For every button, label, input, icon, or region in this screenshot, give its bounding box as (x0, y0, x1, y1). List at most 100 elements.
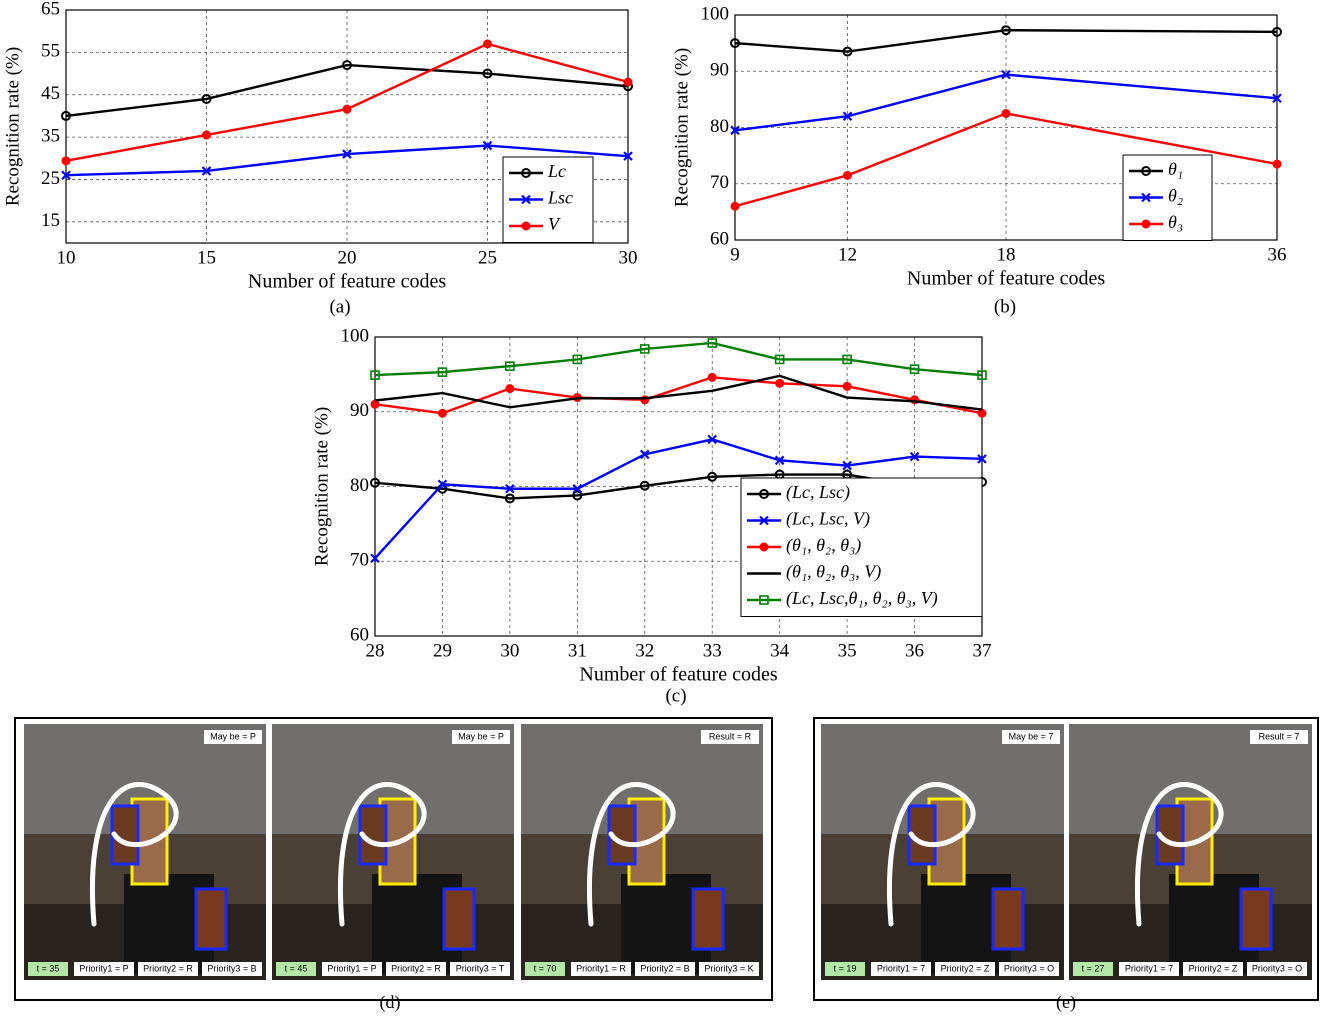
x-tick-label: 36 (1268, 244, 1287, 265)
series-line (374, 341, 983, 377)
status-label: Result = 7 (1259, 731, 1300, 741)
photo-panel-border (813, 717, 1319, 1001)
marker (707, 338, 718, 348)
marker (639, 344, 650, 354)
marker (61, 110, 71, 121)
marker (842, 460, 852, 471)
marker (842, 354, 852, 365)
priority-label: Priority3 = O (1004, 963, 1054, 973)
legend-label: V (548, 214, 561, 234)
priority-label: Priority3 = K (704, 963, 753, 973)
priority-label: Priority2 = Z (1189, 963, 1238, 973)
priority-label: Priority3 = B (207, 963, 256, 973)
priority-label: Priority3 = T (456, 963, 505, 973)
series-line (374, 438, 983, 560)
time-bg (825, 962, 865, 976)
marker (370, 399, 380, 409)
status-label: May be = P (210, 731, 256, 741)
marker (1272, 26, 1282, 37)
marker (202, 130, 211, 140)
legend-label: (Lc, Lsc, V) (786, 509, 870, 530)
priority-bg (1183, 962, 1243, 976)
priority-bg (571, 962, 631, 976)
priority-label: Priority1 = P (327, 963, 376, 973)
marker (370, 370, 380, 380)
marker (842, 46, 853, 57)
priority-bg (322, 962, 382, 976)
time-bg (276, 962, 316, 976)
time-bg (525, 962, 565, 976)
x-tick-label: 29 (433, 640, 452, 661)
priority-label: Priority2 = B (640, 963, 689, 973)
marker (707, 471, 718, 482)
y-tick-label: 80 (350, 475, 369, 496)
caption: (e) (1056, 992, 1076, 1013)
y-tick-label: 80 (710, 116, 729, 137)
priority-bg (138, 962, 198, 976)
x-tick-label: 31 (568, 640, 587, 661)
hand-box (442, 887, 476, 951)
legend-marker (759, 489, 769, 499)
y-tick-label: 15 (41, 210, 60, 231)
y-tick-label: 70 (710, 172, 729, 193)
marker (909, 451, 920, 462)
marker (342, 60, 352, 71)
trajectory (586, 782, 676, 927)
marker (505, 483, 515, 494)
time-bg (1073, 962, 1113, 976)
legend-box (740, 477, 983, 617)
status-bg (452, 730, 510, 744)
marker (201, 93, 212, 104)
legend-marker (521, 194, 531, 205)
marker (1001, 25, 1011, 36)
status-bg (1250, 730, 1308, 744)
priority-label: Priority3 = O (1252, 963, 1302, 973)
y-tick-label: 65 (41, 0, 60, 19)
legend-label: θ₃ (1168, 212, 1183, 232)
trajectory (886, 782, 976, 927)
y-axis-label: Recognition rate (%) (671, 48, 692, 207)
x-tick-label: 33 (703, 640, 722, 661)
legend-marker (759, 542, 769, 552)
marker (437, 408, 447, 418)
status-label: Result = R (709, 731, 752, 741)
y-axis-label: Recognition rate (%) (2, 47, 23, 206)
y-axis-label: Recognition rate (%) (311, 407, 332, 566)
priority-bg (74, 962, 134, 976)
marker (342, 104, 352, 114)
marker (707, 434, 717, 445)
y-tick-label: 100 (701, 3, 730, 24)
status-label: May be = 7 (1009, 731, 1054, 741)
x-tick-label: 35 (838, 640, 857, 661)
legend-marker (759, 515, 769, 526)
marker (774, 455, 785, 466)
marker (505, 384, 515, 394)
marker (370, 477, 380, 488)
x-tick-label: 30 (500, 640, 519, 661)
y-tick-label: 35 (41, 125, 60, 146)
marker (775, 378, 785, 388)
hand-box (1239, 887, 1273, 951)
x-tick-label: 30 (619, 247, 638, 268)
y-tick-label: 100 (341, 325, 370, 346)
hand-box (691, 887, 725, 951)
legend-label: (θ₁, θ₂, θ₃, V) (786, 562, 881, 583)
status-bg (1002, 730, 1060, 744)
plot-frame (734, 14, 1278, 241)
marker (639, 480, 650, 491)
x-tick-label: 32 (635, 640, 654, 661)
y-tick-label: 70 (350, 550, 369, 571)
marker (504, 493, 515, 504)
marker (370, 553, 380, 564)
marker (437, 367, 448, 377)
hand-box (194, 887, 228, 951)
marker (61, 156, 71, 166)
y-tick-label: 60 (710, 228, 729, 249)
caption: (b) (994, 296, 1016, 317)
legend-label: (Lc, Lsc,θ₁, θ₂, θ₃, V) (786, 588, 938, 609)
legend-marker (1141, 166, 1151, 176)
priority-label: Priority2 = Z (941, 963, 990, 973)
time-label: t = 27 (1082, 963, 1105, 973)
photo-panel-border (14, 717, 773, 1001)
priority-bg (635, 962, 695, 976)
